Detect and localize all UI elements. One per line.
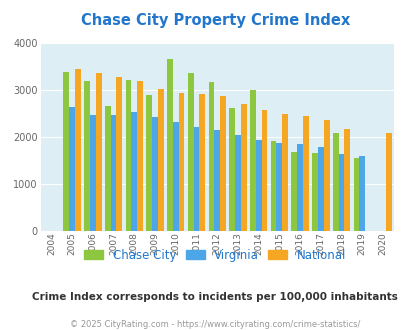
Bar <box>296 145 302 231</box>
Bar <box>338 154 343 231</box>
Bar <box>385 133 391 231</box>
Bar <box>199 94 205 231</box>
Bar <box>332 133 338 231</box>
Bar <box>90 115 96 231</box>
Bar <box>178 93 184 231</box>
Text: Chase City Property Crime Index: Chase City Property Crime Index <box>80 13 349 28</box>
Bar <box>166 59 173 231</box>
Bar <box>323 119 329 231</box>
Bar <box>63 72 69 231</box>
Bar <box>255 140 261 231</box>
Bar <box>111 115 116 231</box>
Bar <box>104 106 111 231</box>
Text: © 2025 CityRating.com - https://www.cityrating.com/crime-statistics/: © 2025 CityRating.com - https://www.city… <box>70 320 360 329</box>
Bar <box>220 96 225 231</box>
Bar <box>281 114 288 231</box>
Bar <box>146 95 152 231</box>
Bar <box>173 122 178 231</box>
Bar <box>358 156 364 231</box>
Bar <box>240 104 246 231</box>
Bar <box>317 147 323 231</box>
Bar <box>152 117 158 231</box>
Bar <box>276 143 281 231</box>
Bar <box>261 110 267 231</box>
Bar <box>214 130 220 231</box>
Bar <box>125 80 131 231</box>
Bar <box>291 152 296 231</box>
Bar <box>343 129 350 231</box>
Text: Crime Index corresponds to incidents per 100,000 inhabitants: Crime Index corresponds to incidents per… <box>32 292 397 302</box>
Bar <box>353 158 358 231</box>
Bar <box>84 81 90 231</box>
Bar <box>270 141 276 231</box>
Bar <box>311 153 317 231</box>
Bar <box>137 81 143 231</box>
Bar <box>249 90 255 231</box>
Bar <box>208 82 214 231</box>
Bar <box>234 135 240 231</box>
Bar <box>116 77 122 231</box>
Bar <box>302 116 308 231</box>
Bar <box>229 108 234 231</box>
Bar <box>187 73 193 231</box>
Bar <box>193 127 199 231</box>
Legend: Chase City, Virginia, National: Chase City, Virginia, National <box>79 244 350 266</box>
Bar <box>96 73 101 231</box>
Bar <box>69 107 75 231</box>
Bar <box>75 69 81 231</box>
Bar <box>158 88 163 231</box>
Bar <box>131 113 137 231</box>
